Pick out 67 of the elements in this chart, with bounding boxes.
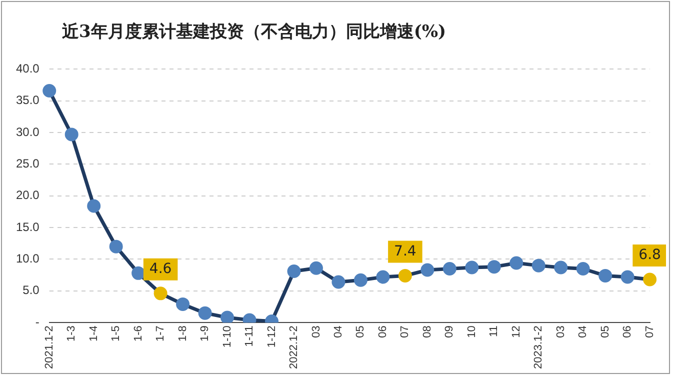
x-tick-label: 07 [644,326,656,338]
point [154,286,168,300]
y-tick-label: 35.0 [16,93,40,108]
data-label: 7.4 [394,243,416,260]
point [576,262,590,276]
x-tick-label: 1-12 [266,326,278,348]
x-tick-label: 2022.1-2 [288,326,300,370]
point [42,84,56,98]
x-tick-label: 05 [599,326,612,338]
point [64,128,78,142]
y-tick-label: - [35,314,40,329]
point [465,260,479,274]
point [109,240,123,254]
x-tick-label: 2023.1-2 [532,326,545,370]
point [487,260,501,274]
data-label: 4.6 [149,261,172,278]
point [532,258,546,272]
x-tick-label: 04 [577,326,590,338]
point [309,261,323,275]
chart-title: 近3年月度累计基建投资（不含电力）同比增速(%) [62,21,446,43]
x-tick-label: 1-4 [88,326,100,342]
x-tick-label: 11 [488,326,500,337]
point [554,260,568,274]
point [220,310,234,323]
x-tick-label: 08 [421,326,434,338]
point [287,264,301,278]
x-tick-label: 1-11 [244,326,256,347]
point [598,268,612,282]
data-label: 6.8 [638,247,661,264]
y-tick-label: 25.0 [16,156,40,171]
x-tick-label: 12 [510,326,522,338]
x-tick-label: 1-7 [154,326,167,342]
y-tick-label: 40.0 [16,62,40,76]
x-tick-label: 1-8 [176,326,189,342]
point [198,306,212,320]
y-tick-label: 5.0 [22,283,40,298]
point [442,262,456,276]
x-tick-label: 04 [332,326,344,338]
point [620,270,634,284]
x-tick-label: 2021.1-2 [43,326,56,370]
point [176,297,190,311]
point [87,199,101,213]
point [643,272,657,286]
point [132,266,146,280]
y-tick-label: 30.0 [16,124,40,139]
y-tick-label: 20.0 [16,188,40,202]
point [398,268,412,282]
x-tick-label: 1-5 [110,326,122,342]
x-tick-label: 10 [466,326,478,338]
x-tick-label: 07 [399,326,412,338]
point [420,263,434,277]
y-tick-label: 10.0 [16,252,40,266]
x-tick-label: 05 [354,326,367,338]
x-tick-label: 03 [554,326,567,338]
x-tick-label: 06 [622,326,634,338]
point [510,256,524,270]
x-tick-label: 1-10 [221,326,234,348]
x-tick-label: 1-6 [132,326,144,342]
point [354,273,368,287]
y-tick-label: 15.0 [16,220,40,234]
x-tick-label: 06 [376,326,389,338]
x-tick-label: 03 [310,326,322,338]
point [376,270,390,284]
x-tick-label: 1-3 [66,326,78,342]
point [332,275,346,289]
x-tick-label: 09 [444,326,456,338]
x-tick-label: 1-9 [199,326,212,342]
